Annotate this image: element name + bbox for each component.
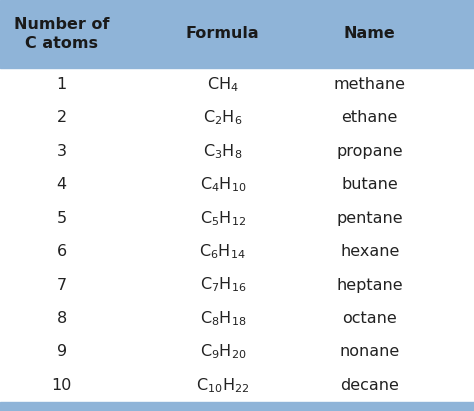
Text: 8: 8 <box>56 311 67 326</box>
Text: 9: 9 <box>56 344 67 359</box>
Text: C$_5$H$_{12}$: C$_5$H$_{12}$ <box>200 209 246 228</box>
Text: nonane: nonane <box>339 344 400 359</box>
Text: pentane: pentane <box>337 211 403 226</box>
Text: hexane: hexane <box>340 244 400 259</box>
Bar <box>0 0 474 68</box>
Text: 3: 3 <box>56 144 67 159</box>
Text: 2: 2 <box>56 111 67 125</box>
Text: octane: octane <box>342 311 397 326</box>
Text: 4: 4 <box>56 177 67 192</box>
Text: 5: 5 <box>56 211 67 226</box>
Bar <box>0 402 474 411</box>
Text: C$_{10}$H$_{22}$: C$_{10}$H$_{22}$ <box>196 376 249 395</box>
Text: C$_4$H$_{10}$: C$_4$H$_{10}$ <box>200 175 246 194</box>
Text: C$_9$H$_{20}$: C$_9$H$_{20}$ <box>200 342 246 361</box>
Text: ethane: ethane <box>342 111 398 125</box>
Text: Formula: Formula <box>186 26 260 42</box>
Text: decane: decane <box>340 378 399 393</box>
Text: C$_3$H$_8$: C$_3$H$_8$ <box>203 142 243 161</box>
Text: Number of
C atoms: Number of C atoms <box>14 17 109 51</box>
Text: C$_7$H$_{16}$: C$_7$H$_{16}$ <box>200 276 246 294</box>
Text: C$_2$H$_6$: C$_2$H$_6$ <box>203 109 243 127</box>
Text: C$_8$H$_{18}$: C$_8$H$_{18}$ <box>200 309 246 328</box>
Text: C$_6$H$_{14}$: C$_6$H$_{14}$ <box>200 242 246 261</box>
Text: 10: 10 <box>52 378 72 393</box>
Text: 1: 1 <box>56 77 67 92</box>
Text: heptane: heptane <box>337 277 403 293</box>
Text: methane: methane <box>334 77 406 92</box>
Text: Name: Name <box>344 26 396 42</box>
Text: propane: propane <box>337 144 403 159</box>
Text: 7: 7 <box>56 277 67 293</box>
Text: CH$_4$: CH$_4$ <box>207 75 239 94</box>
Text: 6: 6 <box>56 244 67 259</box>
Text: butane: butane <box>341 177 398 192</box>
